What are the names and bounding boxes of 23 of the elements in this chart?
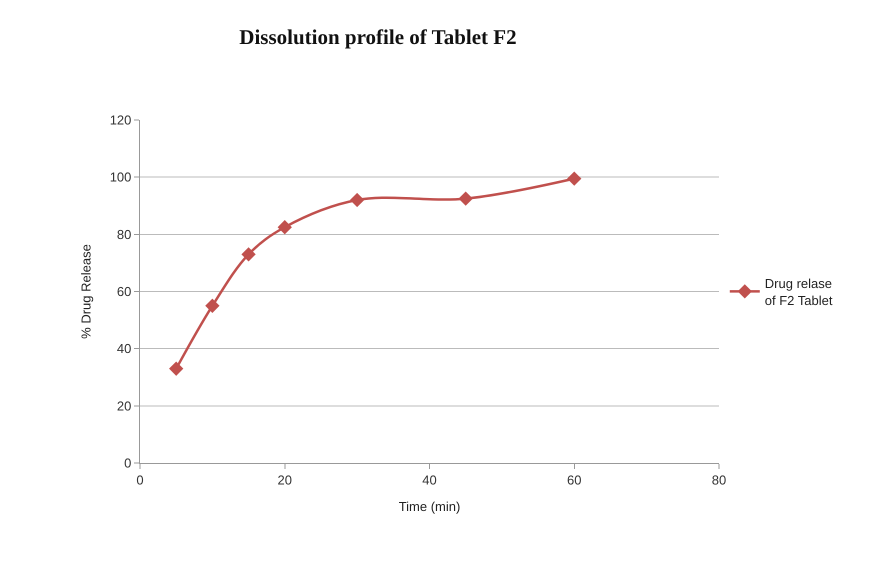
point: [205, 298, 220, 313]
point: [567, 171, 582, 186]
y-tick-label: 0: [124, 456, 132, 471]
point: [169, 362, 184, 376]
x-tick-label: 80: [712, 472, 726, 488]
x-tick-label: 0: [136, 472, 144, 488]
x-tick-label: 20: [278, 472, 292, 488]
legend-label: Drug relase of F2 Tablet: [764, 276, 833, 308]
point: [350, 192, 364, 208]
x-axis-title: Time (min): [398, 499, 460, 514]
chart-title: Dissolution profile of Tablet F2: [239, 25, 517, 50]
point: [278, 220, 292, 234]
y-axis-title: % Drug Release: [78, 244, 94, 339]
x-tick-label: 60: [567, 472, 582, 488]
y-tick-label: 40: [116, 341, 132, 356]
y-tick-label: 60: [116, 284, 132, 300]
point: [241, 247, 256, 262]
y-tick-label: 100: [110, 170, 132, 185]
x-tick-label: 40: [422, 472, 437, 488]
point: [458, 191, 473, 206]
y-tick-label: 120: [110, 112, 132, 128]
y-tick-label: 20: [116, 398, 132, 414]
y-tick-label: 80: [116, 226, 132, 242]
